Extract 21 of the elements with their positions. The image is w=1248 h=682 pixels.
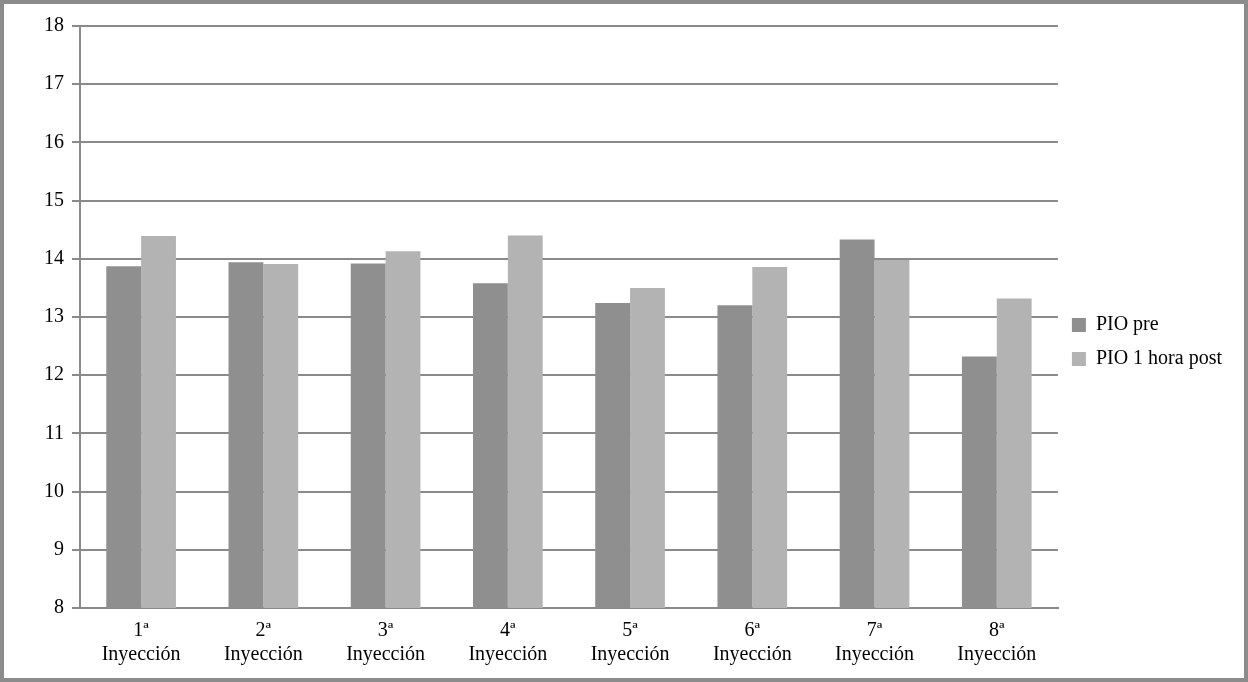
x-tick-label: 6ª Inyección	[712, 618, 792, 666]
x-tick-label: 1ª Inyección	[101, 618, 181, 666]
y-tick-label: 10	[44, 478, 64, 501]
y-tick-label: 16	[44, 129, 64, 152]
legend-label: PIO 1 hora post	[1095, 346, 1223, 370]
x-tick-label: 2ª Inyección	[223, 618, 303, 666]
x-tick-label: 5ª Inyección	[590, 618, 670, 666]
y-tick-label: 9	[54, 537, 64, 560]
y-tick-label: 18	[44, 13, 64, 36]
x-tick-label: 7ª Inyección	[835, 618, 914, 666]
y-tick-label: 11	[44, 420, 64, 443]
y-tick-label: 17	[44, 71, 64, 94]
y-tick-label: 14	[44, 246, 64, 269]
x-tick-label: 3ª Inyección	[346, 618, 426, 666]
y-tick-label: 12	[44, 362, 64, 385]
legend-label: PIO pre	[1095, 312, 1159, 336]
y-tick-label: 8	[54, 595, 64, 618]
x-tick-label: 8ª Inyección	[957, 618, 1037, 666]
y-tick-label: 15	[44, 187, 64, 210]
y-tick-label: 13	[44, 304, 64, 327]
x-tick-label: 4ª Inyección	[468, 618, 548, 666]
